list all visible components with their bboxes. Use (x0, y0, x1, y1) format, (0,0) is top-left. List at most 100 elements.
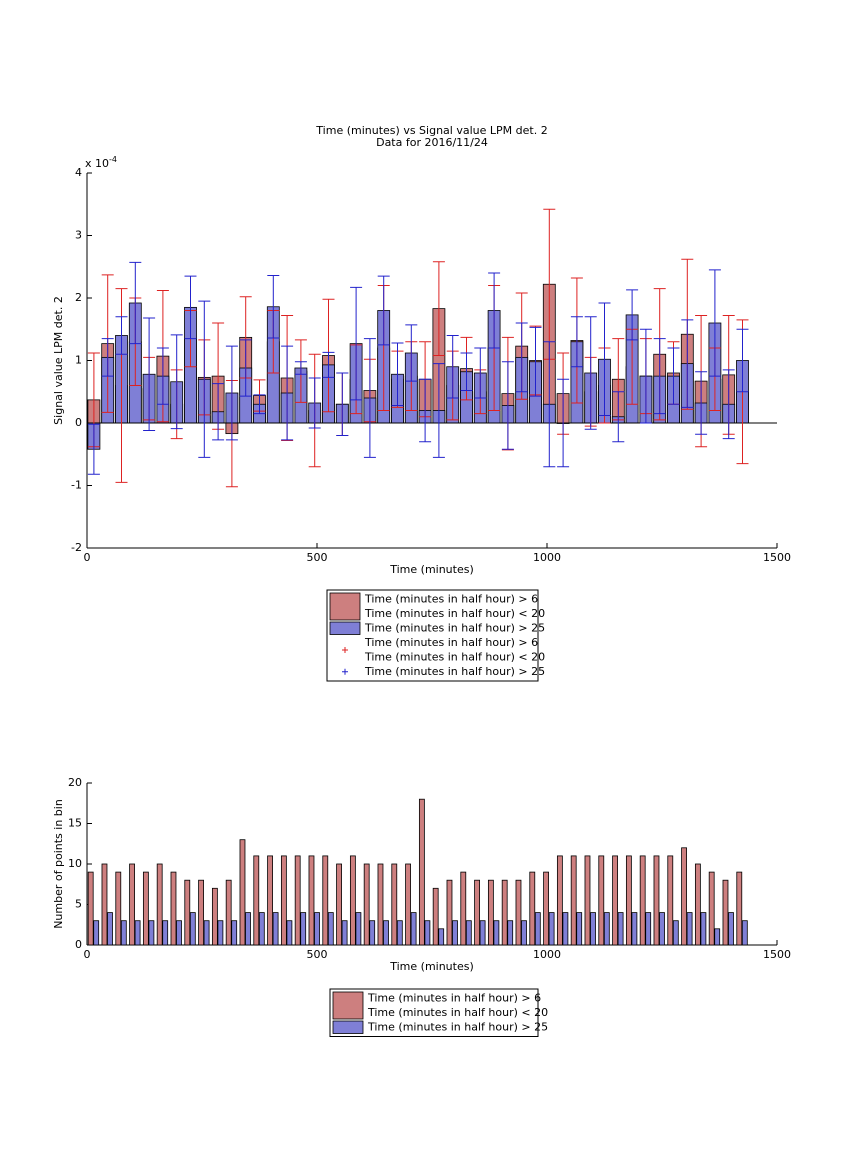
bar (363, 863, 370, 946)
bar (432, 887, 439, 946)
bar (253, 855, 260, 946)
y-tick-label: 0 (75, 938, 82, 951)
bar (258, 912, 265, 946)
bar (548, 912, 555, 946)
bar (101, 863, 108, 946)
error-bar (736, 328, 749, 393)
error-bar (101, 338, 114, 377)
bar (405, 863, 411, 946)
bar (300, 912, 307, 946)
error-bar (474, 347, 487, 399)
bar (543, 871, 549, 946)
bar (115, 871, 122, 946)
bar (741, 920, 748, 946)
legend-label: Time (minutes in half hour) < 20 (364, 607, 545, 620)
bar (176, 920, 182, 946)
error-bar (695, 371, 708, 435)
x-axis-label: Time (minutes) (389, 960, 474, 973)
error-bar (432, 261, 445, 356)
bar (736, 871, 743, 946)
bar (681, 847, 687, 946)
error-bar (626, 289, 639, 341)
error-bar (156, 347, 169, 405)
y-axis-label: Signal value LPM det. 2 (52, 296, 65, 425)
bar (487, 879, 494, 946)
legend-label: Time (minutes in half hour) > 25 (364, 621, 545, 634)
y-multiplier-exponent: -4 (109, 155, 117, 164)
bar (728, 912, 734, 946)
bar (231, 920, 238, 946)
error-bar (294, 361, 307, 375)
bar (203, 920, 210, 946)
legend-swatch (329, 621, 361, 635)
bar (418, 798, 425, 946)
bar (708, 871, 715, 946)
error-bar (419, 378, 432, 443)
bar (267, 855, 273, 946)
error-bar (722, 369, 735, 440)
bar (129, 863, 135, 946)
bar (170, 871, 177, 946)
bar (211, 887, 218, 946)
bar (570, 855, 577, 946)
bar (162, 920, 169, 946)
error-bar (198, 300, 211, 458)
bar (584, 855, 591, 946)
error-bar (557, 378, 570, 468)
y-tick-label: 5 (75, 898, 82, 911)
bar (639, 855, 646, 946)
bar (562, 912, 569, 946)
bar (156, 863, 163, 946)
x-tick-label: 0 (84, 948, 91, 961)
bar (225, 879, 232, 946)
error-bar (350, 286, 363, 401)
bar (507, 920, 514, 946)
bar (322, 855, 329, 946)
y-axis-label: Number of points in bin (52, 799, 65, 929)
error-bar (667, 347, 680, 405)
bar (686, 912, 693, 946)
error-bar (225, 345, 238, 441)
x-tick-label: 1000 (533, 551, 561, 564)
bar (184, 879, 191, 946)
y-tick-label: 20 (68, 776, 82, 789)
bar (521, 920, 527, 946)
legend-label: Time (minutes in half hour) > 25 (364, 665, 545, 678)
bar (107, 912, 113, 946)
legend-label: Time (minutes in half hour) > 6 (367, 991, 541, 1004)
bar (694, 863, 701, 946)
error-bar (488, 272, 501, 349)
y-tick-label: 1 (75, 354, 82, 367)
y-tick-label: 4 (75, 166, 82, 179)
bar (612, 855, 618, 946)
bar (722, 879, 729, 946)
bar (294, 855, 301, 946)
error-bar (322, 351, 335, 378)
bar (603, 912, 610, 946)
legend-label: Time (minutes in half hour) > 6 (364, 636, 538, 649)
x-tick-label: 500 (307, 551, 328, 564)
error-bar (115, 316, 128, 355)
legend-swatch (332, 1020, 364, 1034)
bar (308, 855, 315, 946)
error-bar (598, 302, 611, 416)
bar (700, 912, 707, 946)
error-bar (170, 334, 183, 430)
error-bar (446, 335, 459, 399)
y-multiplier-base: x 10 (85, 157, 109, 170)
y-tick-label: -1 (71, 479, 82, 492)
x-tick-label: 500 (307, 948, 328, 961)
error-bar (87, 423, 100, 475)
error-bar (639, 328, 652, 424)
bar (198, 879, 204, 946)
bar (148, 920, 155, 946)
bar (189, 912, 196, 946)
y-multiplier: x 10-4 (85, 155, 117, 171)
x-tick-label: 1500 (763, 948, 791, 961)
error-bar (515, 322, 528, 393)
error-bar (681, 319, 694, 408)
error-bar (184, 275, 197, 340)
bar (474, 879, 480, 946)
bar (672, 920, 679, 946)
error-bar (363, 338, 376, 458)
